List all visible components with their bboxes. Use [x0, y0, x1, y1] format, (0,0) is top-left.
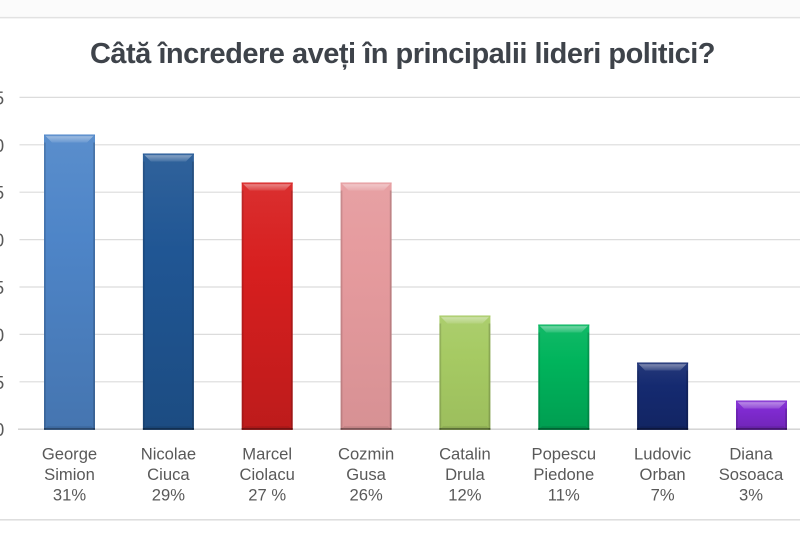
svg-text:Piedone: Piedone [533, 465, 594, 484]
svg-text:5: 5 [0, 373, 4, 393]
svg-text:31%: 31% [53, 486, 86, 505]
svg-text:35: 35 [0, 88, 4, 108]
svg-text:12%: 12% [448, 486, 481, 505]
svg-text:Gusa: Gusa [346, 465, 386, 484]
svg-text:Catalin: Catalin [439, 444, 491, 463]
svg-text:10: 10 [0, 325, 4, 345]
svg-text:Sosoaca: Sosoaca [719, 465, 784, 484]
svg-text:Marcel: Marcel [242, 444, 292, 463]
svg-text:Nicolae: Nicolae [141, 444, 196, 463]
svg-text:30: 30 [0, 136, 4, 156]
svg-text:0: 0 [0, 420, 4, 440]
svg-text:25: 25 [0, 183, 4, 203]
svg-text:26%: 26% [349, 486, 382, 505]
svg-text:11%: 11% [548, 486, 580, 505]
svg-text:Ciuca: Ciuca [147, 465, 190, 484]
svg-text:20: 20 [0, 231, 4, 251]
svg-text:Drula: Drula [445, 465, 485, 484]
svg-text:Orban: Orban [640, 465, 686, 484]
svg-text:3%: 3% [739, 486, 763, 505]
svg-text:29%: 29% [152, 486, 185, 505]
svg-text:George: George [42, 444, 97, 463]
svg-text:15: 15 [0, 278, 4, 298]
svg-text:Simion: Simion [44, 465, 95, 484]
svg-text:27 %: 27 % [248, 486, 286, 505]
svg-text:Ciolacu: Ciolacu [240, 465, 295, 484]
svg-text:7%: 7% [651, 486, 675, 505]
svg-text:Popescu: Popescu [532, 444, 597, 463]
svg-text:Cozmin: Cozmin [338, 444, 394, 463]
svg-text:Diana: Diana [729, 444, 773, 463]
svg-text:Ludovic: Ludovic [634, 444, 691, 463]
svg-text:Câtă încredere aveți în princi: Câtă încredere aveți în principalii lide… [90, 38, 715, 70]
